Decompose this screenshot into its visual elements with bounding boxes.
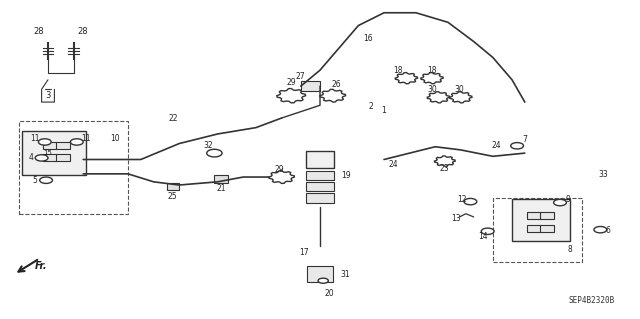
Text: 28: 28 [33,27,44,36]
Polygon shape [428,92,450,103]
Text: 32: 32 [203,141,213,150]
Text: 19: 19 [340,171,351,180]
Text: 11: 11 [31,134,40,143]
Text: 18: 18 [428,66,436,75]
Text: Fr.: Fr. [35,261,48,271]
Text: 4: 4 [28,153,33,162]
Text: 12: 12 [458,195,467,204]
Bar [306,182,334,191]
Circle shape [38,139,51,145]
Text: 24: 24 [388,160,399,169]
Text: 31: 31 [340,270,351,279]
Bar [301,81,320,91]
Text: 17: 17 [299,248,309,256]
Bar [56,154,70,161]
Text: 18: 18 [394,66,403,75]
Circle shape [554,199,566,206]
Circle shape [40,177,52,183]
Text: 16: 16 [363,34,373,43]
Bar [167,183,179,190]
Bar [306,151,334,168]
Text: 30: 30 [427,85,437,94]
Text: 22: 22 [168,114,177,122]
Text: 15: 15 [44,150,52,156]
Text: 8: 8 [567,245,572,254]
Bar [43,142,57,149]
Circle shape [464,198,477,205]
Circle shape [481,228,494,234]
Circle shape [70,139,83,145]
Text: 3: 3 [45,91,51,100]
Text: 7: 7 [522,135,527,144]
Circle shape [318,278,328,283]
Text: SEP4B2320B: SEP4B2320B [568,296,614,305]
Text: 26: 26 [331,80,341,89]
Text: 5: 5 [33,176,38,185]
Bar [540,212,554,219]
Circle shape [511,143,524,149]
Bar [306,171,334,180]
Text: 2: 2 [369,102,374,111]
Text: 14: 14 [478,232,488,241]
Polygon shape [277,89,306,103]
Polygon shape [435,156,455,166]
Text: 24: 24 [491,141,501,150]
Bar [527,225,541,232]
Text: 33: 33 [598,170,608,179]
Text: 13: 13 [451,214,461,223]
Circle shape [35,155,48,161]
Bar [56,142,70,149]
Text: 30: 30 [454,85,465,94]
Polygon shape [450,92,472,103]
Text: 23: 23 [440,164,450,173]
Bar [306,193,334,203]
Bar [22,131,86,175]
Circle shape [594,226,607,233]
Text: 9: 9 [566,195,571,204]
Bar [540,225,554,232]
Polygon shape [396,73,417,84]
Text: 20: 20 [324,289,335,298]
Text: 10: 10 [110,134,120,143]
Bar [214,175,228,182]
Text: 6: 6 [605,226,611,235]
Polygon shape [320,89,346,102]
Text: 11: 11 [82,134,91,143]
Text: 1: 1 [381,106,387,115]
Polygon shape [269,171,294,183]
Bar [307,266,333,282]
Text: 29: 29 [275,165,285,174]
Text: 29: 29 [286,78,296,87]
Text: 27: 27 [296,72,306,81]
Circle shape [207,149,222,157]
Text: 25: 25 [168,192,178,201]
Polygon shape [421,73,443,84]
Bar [527,212,541,219]
Bar [512,199,570,241]
Bar [43,154,57,161]
Text: 21: 21 [216,184,225,193]
Text: 28: 28 [78,27,88,36]
